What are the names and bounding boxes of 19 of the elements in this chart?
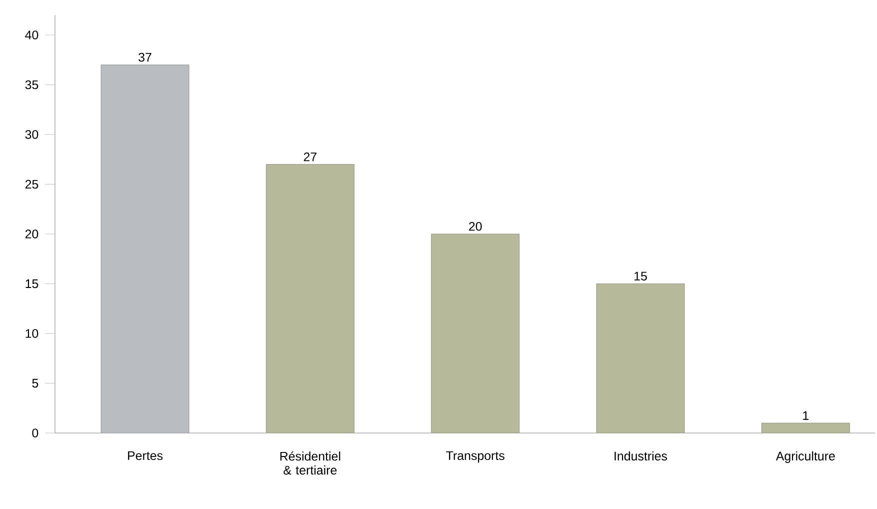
x-tick-label: Agriculture (776, 451, 835, 463)
y-tick-label: 35 (25, 80, 38, 90)
data-label: 37 (138, 52, 152, 62)
y-tick-label: 30 (25, 130, 38, 139)
y-tick-label: 5 (32, 378, 38, 388)
data-label: 27 (304, 152, 316, 162)
y-tick-label: 25 (25, 180, 38, 189)
y-tick-label: 0 (32, 428, 38, 438)
data-label: 15 (634, 272, 647, 281)
y-tick-label: 10 (26, 329, 38, 338)
data-label: 1 (803, 411, 808, 420)
x-tick-label: Transports (446, 451, 504, 462)
x-tick-label: Résidentiel & tertiaire (280, 451, 340, 475)
y-tick-label: 15 (26, 279, 38, 288)
data-label: 20 (469, 222, 482, 231)
y-tick-label: 20 (25, 230, 38, 238)
x-tick-label: Industries (614, 451, 668, 460)
x-tick-label: Pertes (128, 451, 163, 460)
y-tick-label: 40 (25, 30, 38, 40)
